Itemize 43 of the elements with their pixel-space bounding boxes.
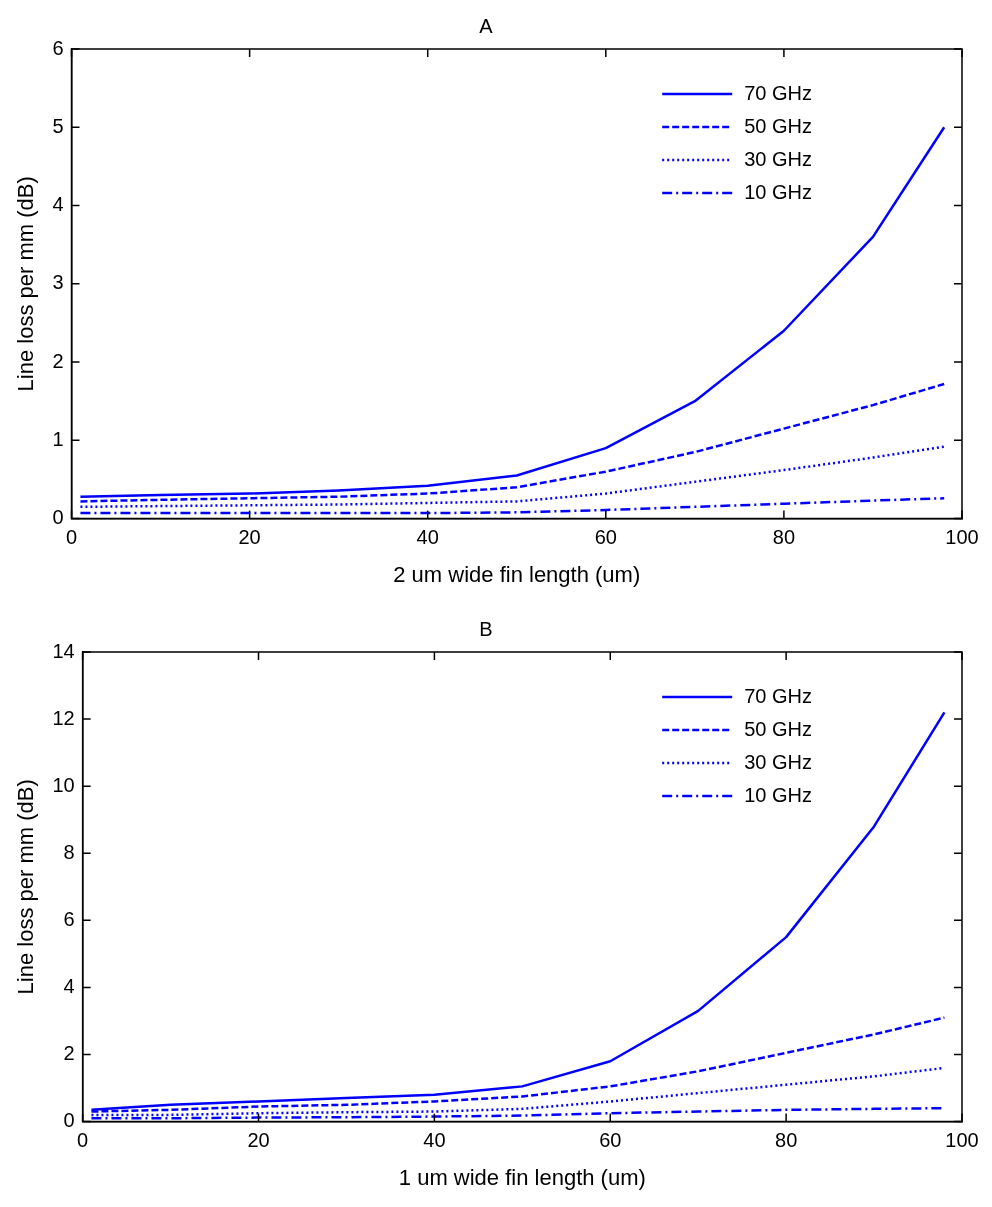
chart-title: B [479,617,493,640]
x-axis-title: 2 um wide fin length (um) [393,561,641,587]
y-tick-label: 6 [52,36,64,59]
line-series [79,445,946,509]
y-axis-title: Line loss per mm (dB) [13,176,39,392]
y-tick-label: 4 [63,974,75,997]
x-tick-label: 20 [247,1129,270,1152]
legend-label: 50 GHz [744,114,813,137]
y-tick-label: 8 [63,840,75,863]
x-tick-label: 0 [77,1129,89,1152]
legend-label: 50 GHz [744,717,813,740]
x-tick-label: 20 [238,526,261,549]
line-series [79,497,946,515]
y-tick-label: 2 [52,349,64,372]
y-tick-label: 10 [52,773,75,796]
x-tick-label: 60 [594,526,617,549]
y-tick-label: 2 [63,1042,75,1065]
y-tick-label: 0 [63,1109,75,1132]
y-tick-label: 5 [52,114,64,137]
x-tick-label: 60 [599,1129,622,1152]
legend-label: 30 GHz [744,750,813,773]
y-axis-title: Line loss per mm (dB) [13,779,39,995]
x-axis-title: 1 um wide fin length (um) [398,1164,646,1190]
x-tick-label: 40 [416,526,439,549]
x-tick-label: 80 [775,1129,798,1152]
legend-label: 70 GHz [744,684,813,707]
y-tick-label: 3 [52,271,64,294]
x-tick-label: 40 [423,1129,446,1152]
y-tick-label: 14 [52,639,75,662]
legend-label: 70 GHz [744,81,813,104]
legend-label: 10 GHz [744,180,813,203]
y-tick-label: 12 [52,706,75,729]
line-series [79,382,946,503]
chart-title: A [479,14,494,37]
x-tick-label: 80 [772,526,796,549]
legend-label: 10 GHz [744,783,813,806]
y-tick-label: 0 [52,506,64,529]
y-tick-label: 1 [52,427,64,450]
y-tick-label: 4 [52,193,64,216]
x-tick-label: 100 [945,526,979,549]
x-tick-label: 100 [945,1129,979,1152]
legend-label: 30 GHz [744,147,813,170]
y-tick-label: 6 [63,907,75,930]
